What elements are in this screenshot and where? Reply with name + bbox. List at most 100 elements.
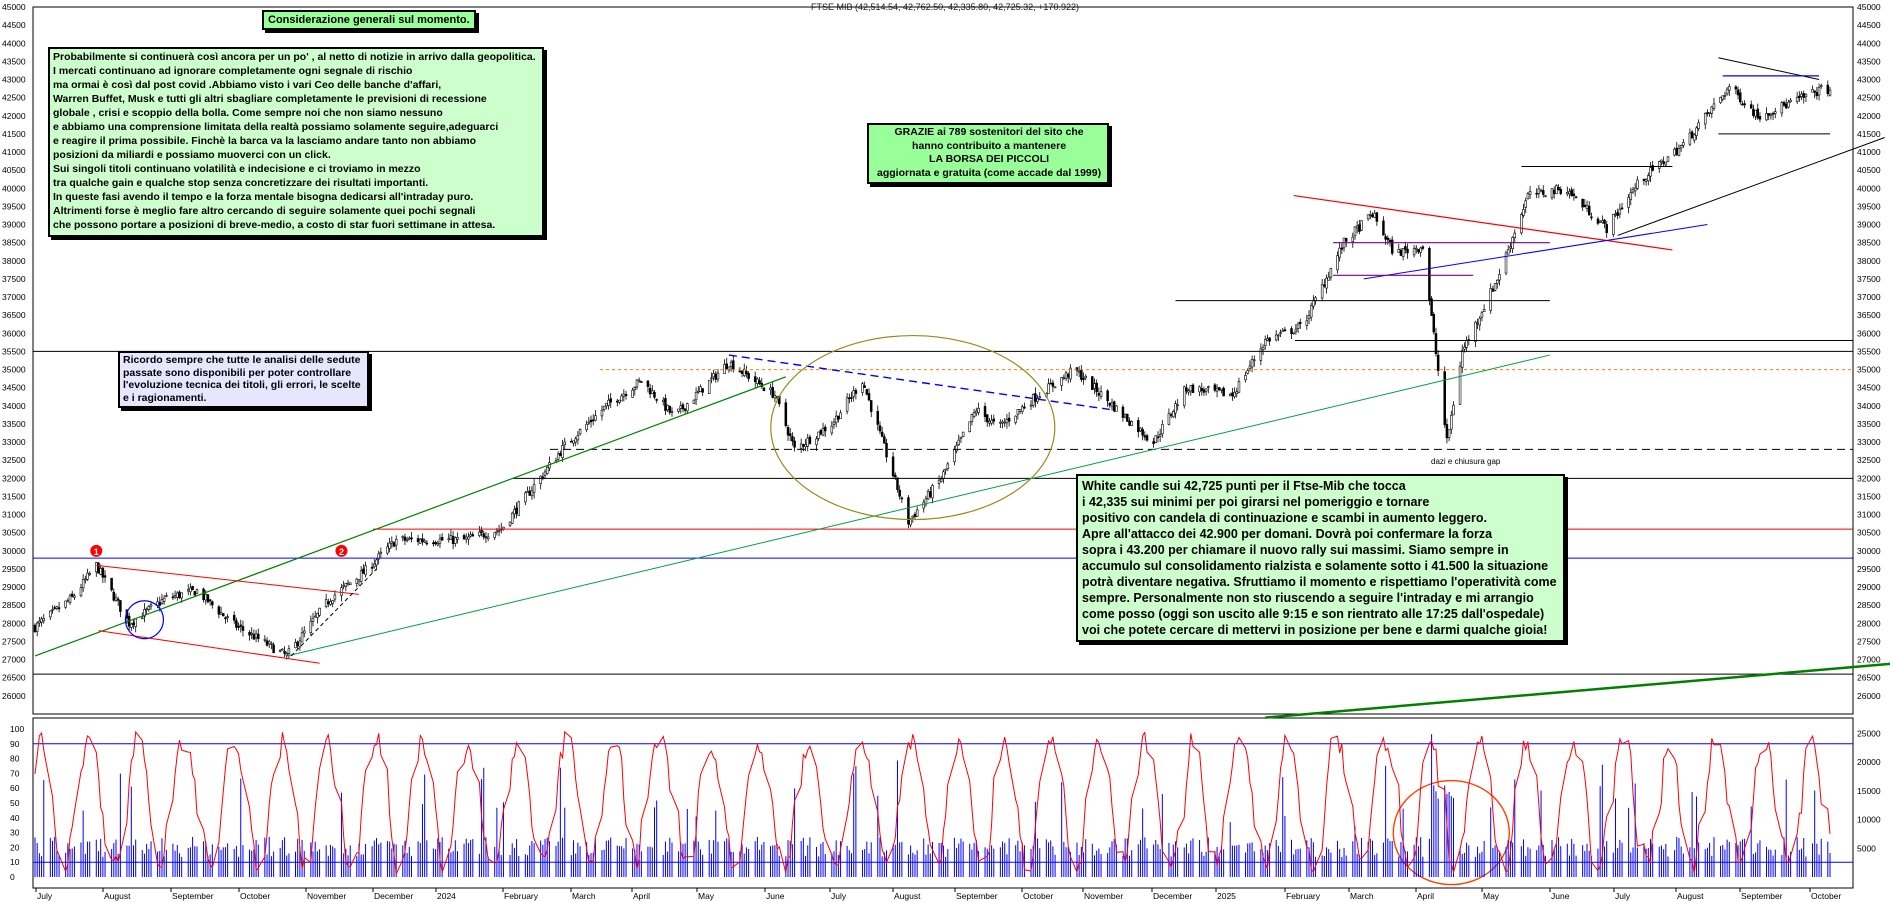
price-tick-label-right: 40500 bbox=[1857, 165, 1881, 175]
oscillator-tick-label: 70 bbox=[10, 768, 20, 778]
candle-body bbox=[1478, 317, 1482, 326]
candle-body bbox=[226, 616, 229, 618]
candle-body bbox=[191, 585, 194, 590]
x-month-label: February bbox=[1286, 891, 1321, 901]
candle-body bbox=[1369, 214, 1372, 216]
candle-body bbox=[1091, 376, 1094, 391]
candle-body bbox=[1541, 190, 1545, 195]
candle-body bbox=[896, 477, 899, 490]
candle-body bbox=[364, 565, 367, 576]
candle-body bbox=[1802, 93, 1805, 98]
price-tick-label-left: 43500 bbox=[2, 56, 26, 66]
candle-body bbox=[1404, 246, 1407, 250]
candle-body bbox=[1417, 249, 1420, 253]
candle-body bbox=[1351, 236, 1355, 243]
candle-body bbox=[1344, 237, 1348, 242]
candle-body bbox=[1555, 185, 1558, 195]
candle-body bbox=[758, 380, 761, 385]
candle-body bbox=[1539, 189, 1543, 192]
candle-body bbox=[530, 490, 534, 497]
candle-body bbox=[116, 598, 120, 601]
candle-body bbox=[434, 542, 437, 545]
candle-body bbox=[480, 529, 483, 533]
price-tick-label-left: 36500 bbox=[2, 310, 26, 320]
candle-body bbox=[359, 570, 363, 582]
candle-body bbox=[793, 440, 796, 448]
note-line: Sui singoli titoli continuano volatilità… bbox=[53, 163, 421, 175]
candle-body bbox=[1721, 95, 1724, 100]
x-month-label: June bbox=[1551, 891, 1570, 901]
candle-body bbox=[1018, 409, 1022, 412]
candle-body bbox=[1649, 167, 1652, 177]
candle-body bbox=[1051, 382, 1055, 387]
note-line: sempre. Personalmente non sto riuscendo … bbox=[1082, 591, 1534, 605]
price-tick-label-right: 30000 bbox=[1857, 546, 1881, 556]
candle-body bbox=[1620, 207, 1624, 210]
candle-body bbox=[1038, 396, 1042, 399]
price-tick-label-left: 29500 bbox=[2, 564, 26, 574]
candle-body bbox=[1329, 268, 1333, 278]
note-line: GRAZIE ai 789 sostenitori del sito che bbox=[894, 126, 1084, 138]
note-line: Warren Buffet, Musk e tutti gli altri sb… bbox=[53, 93, 487, 105]
price-tick-label-right: 41000 bbox=[1857, 147, 1881, 157]
candle-body bbox=[1268, 337, 1271, 342]
note-line: l'evoluzione tecnica dei titoli, gli err… bbox=[123, 379, 361, 391]
price-tick-label-left: 41500 bbox=[2, 129, 26, 139]
candle-body bbox=[1325, 277, 1328, 289]
candle-body bbox=[515, 507, 518, 514]
candle-body bbox=[1263, 339, 1267, 347]
candle-body bbox=[532, 484, 536, 493]
candle-body bbox=[710, 377, 713, 380]
price-tick-label-left: 34000 bbox=[2, 401, 26, 411]
candle-body bbox=[1627, 197, 1630, 208]
candle-body bbox=[1082, 378, 1085, 380]
candle-body bbox=[432, 542, 435, 545]
note-line: Probabilmente si continuerà così ancora … bbox=[53, 51, 536, 63]
note-line: che possono portare a posizioni di breve… bbox=[53, 219, 496, 231]
note-line: Apre all'attacco dei 42.900 per domani. … bbox=[1082, 527, 1493, 541]
x-month-label: February bbox=[504, 891, 539, 901]
candle-body bbox=[1826, 84, 1830, 95]
candle-body bbox=[1143, 435, 1147, 438]
candle-body bbox=[517, 501, 521, 516]
candle-body bbox=[1390, 239, 1394, 254]
candle-body bbox=[313, 615, 317, 618]
candle-body bbox=[1047, 383, 1050, 394]
candle-body bbox=[1388, 240, 1392, 243]
candle-body bbox=[1474, 321, 1477, 342]
candle-body bbox=[281, 648, 284, 651]
candle-body bbox=[699, 386, 702, 393]
candle-body bbox=[1191, 384, 1195, 394]
candle-body bbox=[1421, 246, 1425, 249]
candle-body bbox=[1644, 179, 1648, 182]
candle-body bbox=[701, 388, 704, 393]
candle-body bbox=[134, 618, 137, 627]
candle-body bbox=[1401, 248, 1405, 257]
candle-body bbox=[1693, 134, 1696, 141]
candle-body bbox=[423, 540, 426, 543]
x-month-label: 2025 bbox=[1217, 891, 1236, 901]
price-tick-label-left: 26000 bbox=[2, 691, 26, 701]
candle-body bbox=[401, 536, 405, 539]
candle-body bbox=[86, 572, 89, 580]
candle-body bbox=[556, 453, 560, 460]
candle-body bbox=[806, 437, 809, 447]
candle-body bbox=[883, 436, 886, 444]
candle-body bbox=[1819, 85, 1823, 87]
candle-body bbox=[942, 471, 945, 479]
candle-body bbox=[937, 479, 941, 484]
candle-body bbox=[232, 615, 236, 621]
candle-body bbox=[355, 578, 359, 584]
candle-body bbox=[1498, 274, 1501, 281]
note-line: aggiornata e gratuita (come accade dal 1… bbox=[877, 166, 1102, 179]
price-tick-label-left: 38500 bbox=[2, 238, 26, 248]
candle-body bbox=[1493, 283, 1497, 291]
candle-body bbox=[607, 399, 610, 406]
candle-body bbox=[283, 650, 286, 654]
marker-circle bbox=[90, 544, 103, 557]
candle-body bbox=[1029, 404, 1033, 407]
candle-body bbox=[235, 620, 238, 628]
candle-body bbox=[64, 600, 67, 608]
candle-body bbox=[1371, 214, 1374, 218]
